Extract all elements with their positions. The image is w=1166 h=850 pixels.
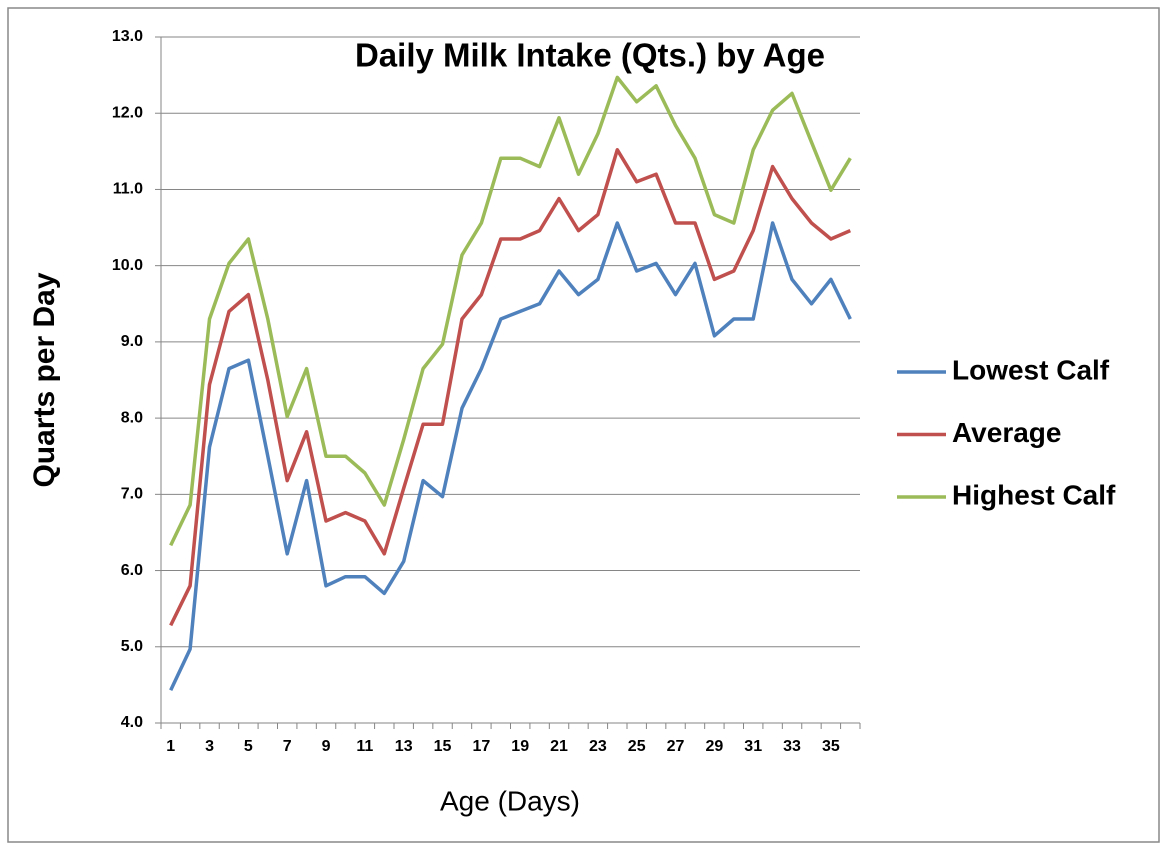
x-tick-label: 31	[744, 738, 762, 755]
y-axis-title: Quarts per Day	[28, 272, 61, 487]
x-tick-label: 35	[822, 738, 840, 755]
y-tick-label: 6.0	[121, 562, 143, 579]
x-tick-label: 5	[244, 738, 253, 755]
y-tick-label: 8.0	[121, 409, 143, 426]
series-line	[169, 221, 852, 691]
y-tick-label: 9.0	[121, 333, 143, 350]
chart-title: Daily Milk Intake (Qts.) by Age	[355, 37, 825, 74]
x-tick-label: 17	[472, 738, 490, 755]
x-tick-label: 33	[783, 738, 801, 755]
x-tick-label: 11	[356, 738, 373, 755]
y-tick-label: 5.0	[121, 638, 143, 655]
y-tick-label: 4.0	[121, 714, 143, 731]
x-tick-label: 27	[667, 738, 685, 755]
y-tick-label: 13.0	[112, 28, 143, 45]
y-tick-label: 7.0	[121, 486, 143, 503]
x-tick-label: 7	[283, 738, 292, 755]
x-tick-label: 21	[550, 738, 568, 755]
x-tick-label: 25	[628, 738, 646, 755]
legend-label: Average	[952, 417, 1061, 448]
x-tick-label: 15	[434, 738, 452, 755]
x-tick-label: 1	[166, 738, 175, 755]
x-tick-label: 19	[511, 738, 529, 755]
x-tick-label: 23	[589, 738, 607, 755]
x-tick-label: 29	[705, 738, 723, 755]
series-line	[169, 75, 852, 547]
series-line	[169, 148, 851, 627]
x-axis-title: Age (Days)	[440, 785, 580, 816]
x-tick-label: 3	[205, 738, 214, 755]
x-tick-label: 13	[395, 738, 413, 755]
y-tick-label: 12.0	[112, 104, 143, 121]
legend-label: Lowest Calf	[952, 354, 1110, 385]
y-tick-label: 10.0	[112, 257, 143, 274]
y-tick-label: 11.0	[113, 181, 143, 198]
x-tick-label: 9	[322, 738, 331, 755]
legend-label: Highest Calf	[952, 479, 1116, 510]
